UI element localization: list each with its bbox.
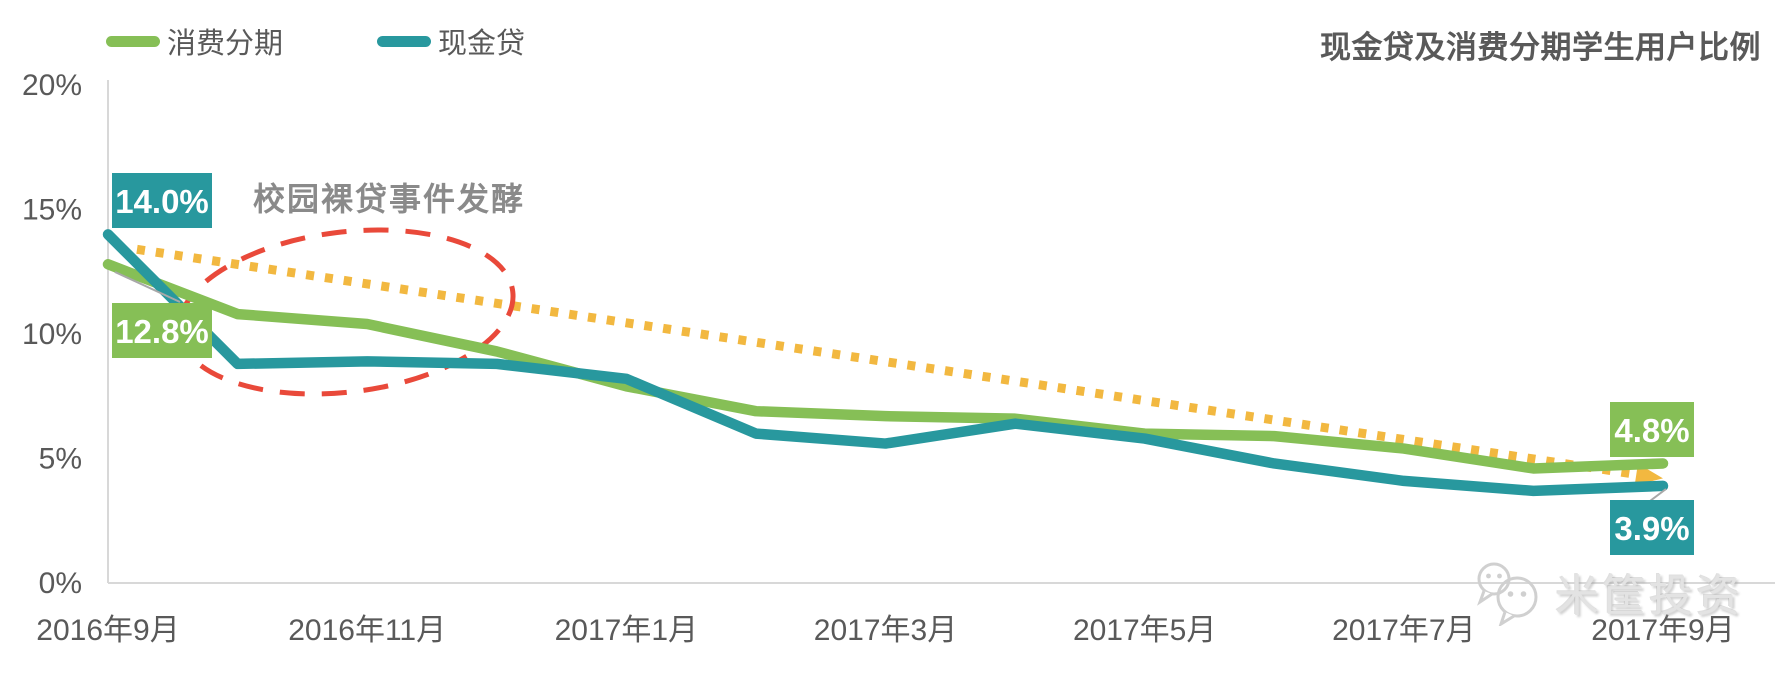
y-tick-label: 10%	[22, 318, 82, 351]
series-line-cash-loan	[102, 229, 1669, 497]
chart-title: 现金贷及消费分期学生用户比例	[1320, 30, 1761, 65]
legend-item-consumer-installment: 消费分期	[106, 20, 283, 62]
legend-label-consumer-installment: 消费分期	[167, 28, 284, 60]
y-tick-label: 5%	[39, 443, 82, 476]
data-label-box	[112, 173, 212, 228]
data-label-value: 12.8%	[115, 313, 209, 350]
data-label-box	[1610, 500, 1694, 555]
x-tick-label: 2016年9月	[36, 614, 179, 647]
x-tick-label: 2017年3月	[814, 614, 957, 647]
y-tick-label: 0%	[39, 567, 82, 600]
series-line-consumer-installment	[102, 259, 1669, 474]
annotation-text: 校园裸贷事件发酵	[253, 181, 525, 217]
x-tick-label: 2016年11月	[288, 614, 446, 647]
x-tick-label: 2017年5月	[1073, 614, 1216, 647]
label-leader-line	[114, 271, 181, 303]
y-tick-label: 20%	[22, 69, 82, 102]
data-label-value: 4.8%	[1614, 412, 1689, 449]
legend-item-cash-loan: 现金贷	[377, 20, 525, 62]
y-tick-label: 15%	[22, 194, 82, 227]
x-tick-label: 2017年7月	[1332, 614, 1475, 647]
x-tick-label: 2017年1月	[555, 614, 698, 647]
trend-dotted-line	[136, 244, 1637, 479]
data-label-box	[112, 303, 212, 358]
data-label-value: 3.9%	[1614, 510, 1689, 547]
legend-swatch-teal-icon	[377, 35, 432, 47]
x-tick-label: 2017年9月	[1591, 614, 1734, 647]
legend-label-cash-loan: 现金贷	[438, 28, 526, 60]
data-label-value: 14.0%	[115, 183, 209, 220]
data-label-box	[1610, 402, 1694, 457]
legend-swatch-green-icon	[106, 35, 160, 47]
label-leader-line	[1649, 488, 1667, 502]
chart-legend: 消费分期 现金贷	[106, 20, 525, 62]
